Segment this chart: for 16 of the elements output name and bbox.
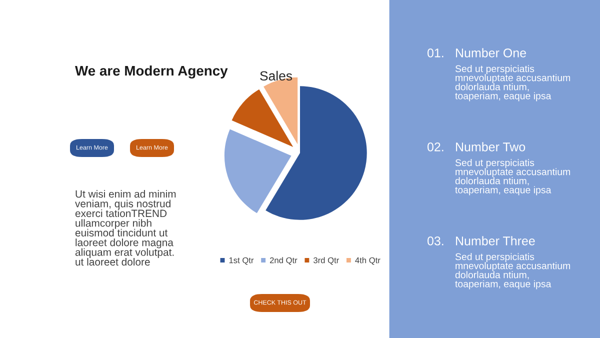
text: 01. xyxy=(427,48,444,58)
text: Sed ut perspiciatis mnevoluptate accusantium dolorlauda ntium, toaperiam, eaque ipsa xyxy=(455,159,570,196)
text: Number One xyxy=(456,48,526,58)
text: Number Two xyxy=(456,142,526,152)
legend-label: 1st Qtr xyxy=(229,257,254,265)
text: Sed ut perspiciatis mnevoluptate accusantium dolorlauda ntium, toaperiam, eaque ipsa xyxy=(455,253,570,290)
text: We are Modern Agency xyxy=(75,65,228,79)
text: 02. xyxy=(427,142,444,152)
text: 03. xyxy=(427,236,444,246)
chart-title: Sales xyxy=(260,70,292,81)
legend-label: 4th Qtr xyxy=(355,257,380,265)
legend-label: 3rd Qtr xyxy=(314,257,339,265)
text: Number Three xyxy=(456,236,535,246)
legend-label: 2nd Qtr xyxy=(270,257,298,265)
text: Ut wisi enim ad minim veniam, quis nostrud exerci tationTREND ullamcorper nibh euismod tincidunt ut laoreet dolore magna aliquam erat volutpat. ut laoreet dolore xyxy=(75,190,176,266)
text: Sed ut perspiciatis mnevoluptate accusantium dolorlauda ntium, toaperiam, eaque ipsa xyxy=(455,65,570,102)
